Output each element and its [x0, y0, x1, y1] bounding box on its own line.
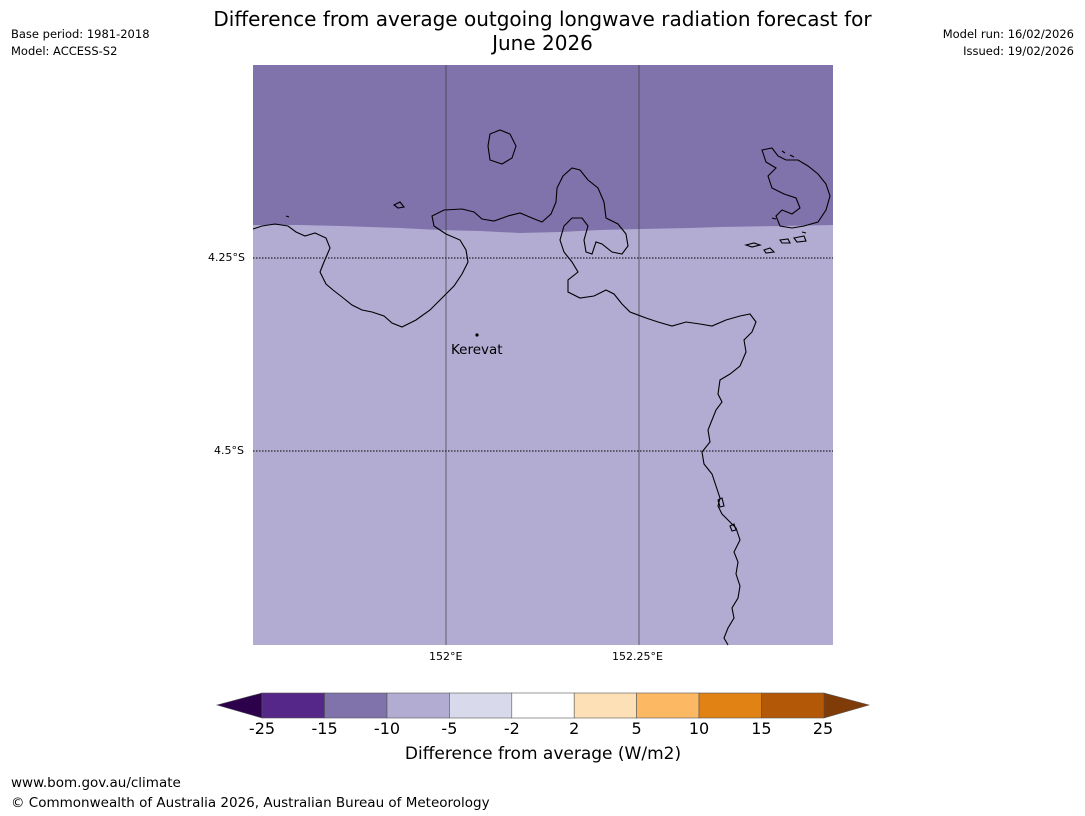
title-line-2: June 2026: [492, 31, 593, 55]
colorbar-extend-max: [823, 692, 871, 719]
colorbar-segment-6: [573, 692, 637, 719]
colorbar-tick: 15: [751, 719, 772, 738]
lon-label-152-25: 152.25°E: [612, 650, 663, 663]
colorbar-label: Difference from average (W/m2): [404, 744, 682, 764]
title-line-1: Difference from average outgoing longwav…: [213, 7, 872, 31]
islet-6: [793, 235, 807, 243]
colorbar-tick: 2: [569, 719, 580, 738]
colorbar-segment-1: [261, 692, 325, 719]
islet-ne-1: [781, 150, 786, 154]
islet-3: [744, 242, 762, 248]
lat-label-4-25: 4.25°S: [208, 251, 245, 264]
colorbar-segment-8: [698, 692, 762, 719]
colorbar-segment-4: [449, 692, 513, 719]
anomaly-region-dark: [253, 65, 833, 233]
colorbar-tick: 5: [631, 719, 642, 738]
colorbar-tick: 10: [688, 719, 710, 738]
islet-ne-2: [789, 154, 795, 158]
island-northeast: [761, 147, 831, 229]
lat-label-4-5: 4.5°S: [214, 444, 244, 457]
colorbar-tick: -10: [373, 719, 401, 738]
model-run: Model run: 16/02/2026: [942, 27, 1074, 41]
islet-8: [801, 231, 807, 234]
islet-7: [771, 217, 777, 220]
place-label-kerevat: Kerevat: [451, 342, 503, 358]
colorbar-tick: 25: [812, 719, 834, 738]
colorbar-segment-5: [511, 692, 575, 719]
island-north: [487, 129, 517, 165]
colorbar-tick: -15: [311, 719, 338, 738]
coastline: [252, 129, 831, 646]
colorbar-tick: -5: [441, 719, 458, 738]
footer-url[interactable]: www.bom.gov.au/climate: [11, 775, 181, 791]
model-name: Model: ACCESS-S2: [11, 44, 118, 58]
islet-10: [729, 523, 737, 532]
footer-copyright: © Commonwealth of Australia 2026, Austra…: [11, 795, 490, 811]
islet-2: [285, 215, 290, 218]
colorbar-tick: -2: [503, 719, 520, 738]
islet-4: [763, 247, 776, 254]
lon-label-152: 152°E: [429, 650, 463, 663]
colorbar-segment-9: [761, 692, 825, 719]
chart-title: Difference from average outgoing longwav…: [170, 7, 915, 55]
islet-9: [717, 497, 725, 508]
meta-left: Base period: 1981-2018 Model: ACCESS-S2: [11, 26, 150, 60]
kerevat-marker: [475, 333, 479, 337]
colorbar-tick: -25: [248, 719, 276, 738]
colorbar-segment-2: [324, 692, 388, 719]
colorbar-extend-min: [215, 692, 263, 719]
colorbar-segment-3: [386, 692, 450, 719]
meta-right: Model run: 16/02/2026 Issued: 19/02/2026: [943, 26, 1074, 60]
islet-1: [392, 201, 406, 209]
issued-date: Issued: 19/02/2026: [963, 44, 1074, 58]
colorbar: [215, 692, 871, 719]
colorbar-segment-7: [636, 692, 700, 719]
coastline-main: [252, 167, 757, 646]
islet-5: [779, 238, 791, 244]
base-period: Base period: 1981-2018: [11, 27, 150, 41]
